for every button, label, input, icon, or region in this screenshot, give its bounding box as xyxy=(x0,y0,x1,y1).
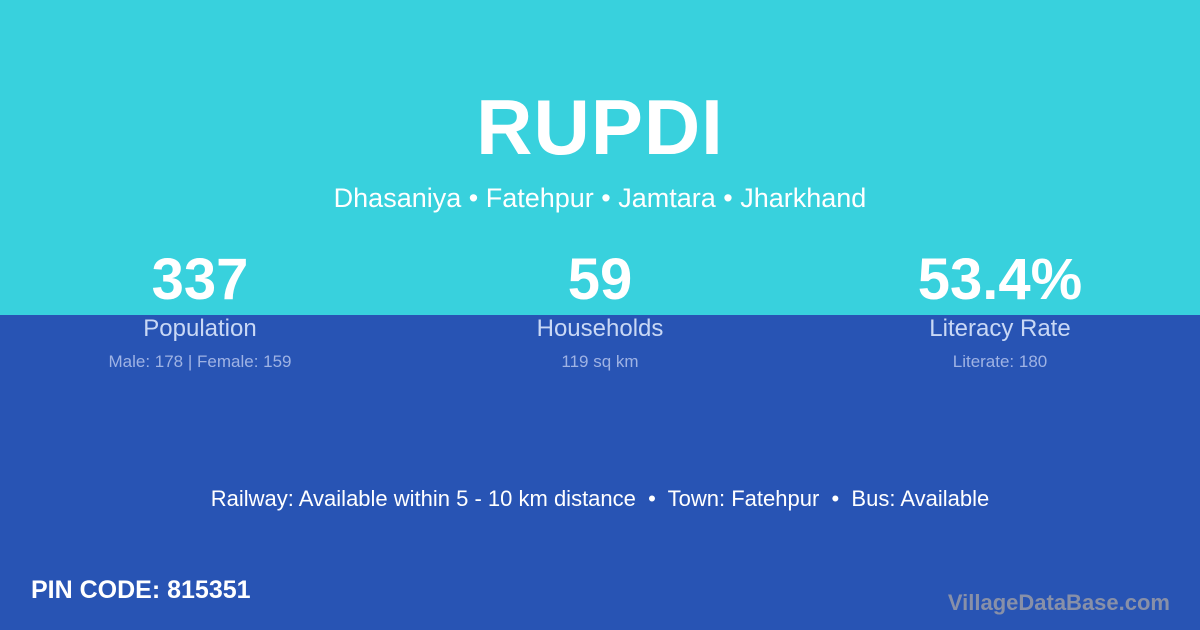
stat-value: 59 xyxy=(567,247,633,312)
body-band xyxy=(0,315,1200,630)
stat-value: 53.4% xyxy=(917,247,1083,312)
stat-value: 337 xyxy=(151,247,249,312)
stat-label: Households xyxy=(536,315,664,342)
stat-detail: 119 sq km xyxy=(561,352,639,371)
stat-detail: Literate: 180 xyxy=(952,352,1048,371)
header-band xyxy=(0,0,1200,315)
pin-code: PIN CODE: 815351 xyxy=(31,576,251,604)
village-name: RUPDI xyxy=(476,83,724,171)
stat-label: Population xyxy=(143,315,257,342)
stat-label: Literacy Rate xyxy=(929,315,1071,342)
stat-detail: Male: 178 | Female: 159 xyxy=(108,352,292,371)
stat-households: 59 Households 119 sq km xyxy=(400,248,800,372)
stat-population: 337 Population Male: 178 | Female: 159 xyxy=(0,248,400,372)
stat-literacy: 53.4% Literacy Rate Literate: 180 xyxy=(800,248,1200,372)
connectivity-info: Railway: Available within 5 - 10 km dist… xyxy=(210,486,990,511)
location-breadcrumb: Dhasaniya • Fatehpur • Jamtara • Jharkha… xyxy=(333,183,867,213)
watermark-logo: VillageDataBase.com xyxy=(947,590,1170,615)
